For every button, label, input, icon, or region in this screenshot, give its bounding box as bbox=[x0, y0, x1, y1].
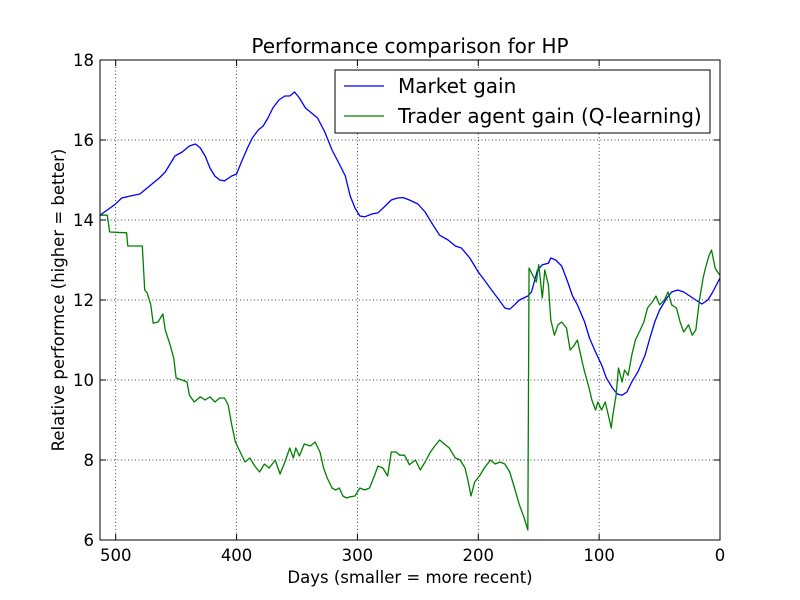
y-tick-label-16: 16 bbox=[73, 131, 94, 150]
x-tick-label-0: 0 bbox=[715, 546, 726, 565]
x-tick-label-300: 300 bbox=[342, 546, 374, 565]
legend-box bbox=[334, 69, 711, 134]
tick-labels: 500 400 300 200 100 0 6 8 10 12 14 16 18 bbox=[73, 51, 725, 565]
legend-label-trader-agent-gain: Trader agent gain (Q-learning) bbox=[397, 104, 702, 128]
x-tick-label-100: 100 bbox=[583, 546, 615, 565]
y-tick-label-8: 8 bbox=[84, 451, 95, 470]
y-tick-label-14: 14 bbox=[73, 211, 94, 230]
series-line-market-gain bbox=[99, 91, 721, 396]
legend: Market gain Trader agent gain (Q-learnin… bbox=[334, 69, 711, 134]
axis-ticks bbox=[100, 59, 721, 541]
x-tick-label-200: 200 bbox=[463, 546, 495, 565]
x-tick-label-400: 400 bbox=[221, 546, 253, 565]
y-tick-label-6: 6 bbox=[84, 531, 95, 550]
chart-title: Performance comparison for HP bbox=[251, 34, 568, 58]
y-tick-label-12: 12 bbox=[73, 291, 94, 310]
y-axis-label: Relative performce (higher = better) bbox=[49, 149, 68, 452]
x-tick-label-500: 500 bbox=[100, 546, 132, 565]
y-tick-label-10: 10 bbox=[73, 371, 94, 390]
plot-area bbox=[100, 60, 720, 540]
series-line-trader-agent-gain-q-learning bbox=[100, 214, 721, 531]
legend-label-market-gain: Market gain bbox=[398, 74, 516, 98]
y-tick-label-18: 18 bbox=[73, 51, 94, 70]
series-lines bbox=[99, 91, 721, 531]
x-axis-label: Days (smaller = more recent) bbox=[287, 568, 532, 587]
